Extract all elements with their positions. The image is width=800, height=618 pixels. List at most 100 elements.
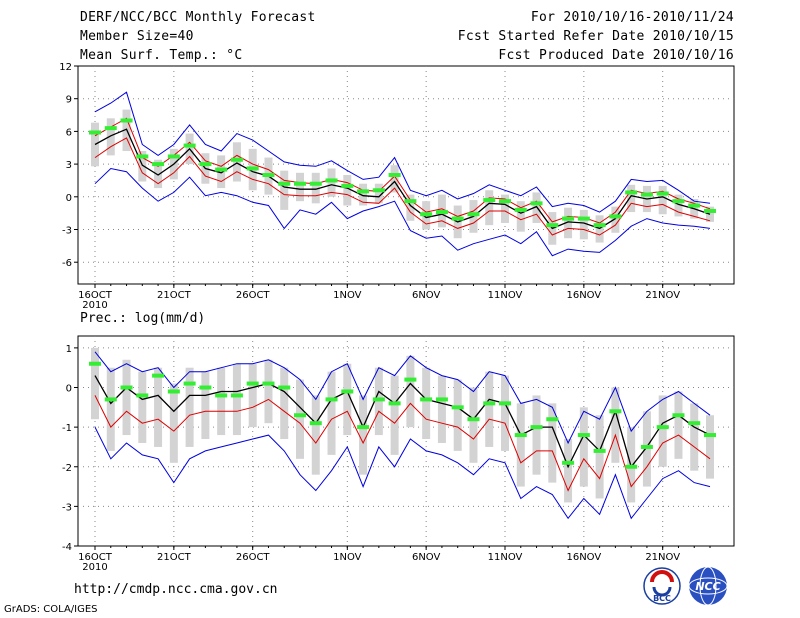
ensemble-marker: [640, 444, 653, 449]
ensemble-marker: [499, 199, 511, 204]
spread-box: [154, 367, 163, 447]
y-tick-label: -6: [62, 258, 72, 269]
ensemble-marker: [136, 154, 149, 159]
x-tick-label: 16NOV: [566, 290, 601, 301]
ensemble-marker: [230, 393, 243, 398]
spread-box: [532, 395, 541, 475]
spread-box: [548, 403, 557, 483]
ensemble-marker: [325, 178, 338, 183]
spread-box: [343, 175, 352, 206]
spread-box: [564, 439, 573, 503]
spread-box: [201, 371, 210, 440]
min-line: [94, 167, 711, 257]
bcc-logo-text: BCC: [653, 594, 671, 603]
spread-box: [311, 395, 320, 475]
spread-box: [658, 185, 667, 215]
spread-box: [327, 168, 336, 197]
variable-label: Mean Surf. Temp.: °C: [80, 48, 243, 63]
spread-box: [217, 367, 226, 436]
ensemble-marker: [435, 397, 448, 402]
spread-box: [122, 359, 131, 436]
x-tick-label: 6NOV: [412, 552, 441, 563]
source-url[interactable]: http://cmdp.ncc.cma.gov.cn: [74, 582, 278, 597]
ensemble-marker: [372, 397, 385, 402]
x-axis-year: 2010: [82, 562, 107, 573]
ensemble-marker: [89, 130, 101, 135]
max-line: [94, 351, 711, 445]
spread-box: [138, 151, 147, 182]
spread-box: [232, 142, 241, 182]
spread-box: [185, 367, 194, 447]
min-line: [94, 426, 711, 520]
ensemble-marker: [104, 126, 117, 131]
ensemble-marker: [704, 208, 716, 213]
ensemble-marker: [546, 223, 559, 228]
ensemble-marker: [104, 397, 117, 402]
ensemble-marker: [89, 361, 101, 366]
x-tick-label: 21NOV: [645, 290, 680, 301]
y-tick-label: -4: [62, 542, 72, 553]
spread-box: [232, 363, 241, 436]
ensemble-marker: [562, 460, 575, 465]
spread-box: [564, 207, 573, 239]
ensemble-marker: [420, 212, 433, 217]
y-tick-label: -2: [62, 463, 72, 474]
x-tick-label: 26OCT: [236, 552, 271, 563]
ensemble-marker: [530, 201, 543, 206]
ensemble-marker: [294, 413, 306, 418]
fcst-started-date: Fcst Started Refer Date 2010/10/15: [457, 29, 734, 44]
ensemble-marker: [656, 191, 669, 196]
y-tick-label: -3: [62, 226, 72, 237]
spread-box: [169, 383, 178, 463]
member-size: Member Size=40: [80, 29, 194, 44]
x-tick-label: 11NOV: [488, 552, 523, 563]
x-tick-label: 21NOV: [645, 552, 680, 563]
ensemble-marker: [672, 199, 685, 204]
ensemble-marker: [199, 162, 212, 167]
x-axis-year: 2010: [82, 300, 107, 311]
ensemble-marker: [499, 401, 511, 406]
ensemble-marker: [341, 389, 354, 394]
spread-box: [595, 415, 604, 499]
ensemble-marker: [152, 373, 165, 378]
ensemble-marker: [183, 381, 196, 386]
ensemble-marker: [577, 433, 590, 438]
spread-box: [327, 371, 336, 455]
ensemble-marker: [246, 166, 259, 171]
spread-box: [154, 159, 163, 189]
x-tick-label: 1NOV: [333, 552, 362, 563]
ensemble-marker: [577, 216, 590, 221]
ensemble-marker: [215, 167, 228, 172]
ensemble-marker: [530, 425, 543, 430]
y-tick-label: 0: [66, 193, 72, 204]
ensemble-marker: [420, 397, 433, 402]
spread-box: [264, 359, 273, 424]
x-tick-label: 16NOV: [566, 552, 601, 563]
spread-box: [579, 407, 588, 487]
ensemble-marker: [672, 413, 685, 418]
spread-box: [437, 375, 446, 443]
x-tick-label: 1NOV: [333, 290, 362, 301]
spread-box: [406, 194, 415, 221]
spread-box: [91, 347, 99, 420]
y-tick-label: 0: [66, 384, 72, 395]
ensemble-marker: [215, 393, 228, 398]
ensemble-marker: [230, 157, 243, 162]
x-tick-label: 6NOV: [412, 290, 441, 301]
spread-box: [217, 155, 226, 189]
ensemble-marker: [451, 216, 464, 221]
spread-box: [374, 183, 383, 204]
y-tick-label: 12: [59, 62, 72, 73]
spread-box: [611, 206, 620, 233]
upper-member-line: [94, 117, 711, 224]
spread-box: [343, 363, 352, 436]
fcst-produced-date: Fcst Produced Date 2010/10/16: [498, 48, 734, 63]
spread-box: [280, 170, 289, 210]
spread-box: [359, 395, 368, 475]
ensemble-marker: [483, 198, 496, 203]
ensemble-marker: [120, 118, 133, 123]
plot-frame: [77, 335, 735, 547]
ensemble-marker: [388, 173, 401, 177]
